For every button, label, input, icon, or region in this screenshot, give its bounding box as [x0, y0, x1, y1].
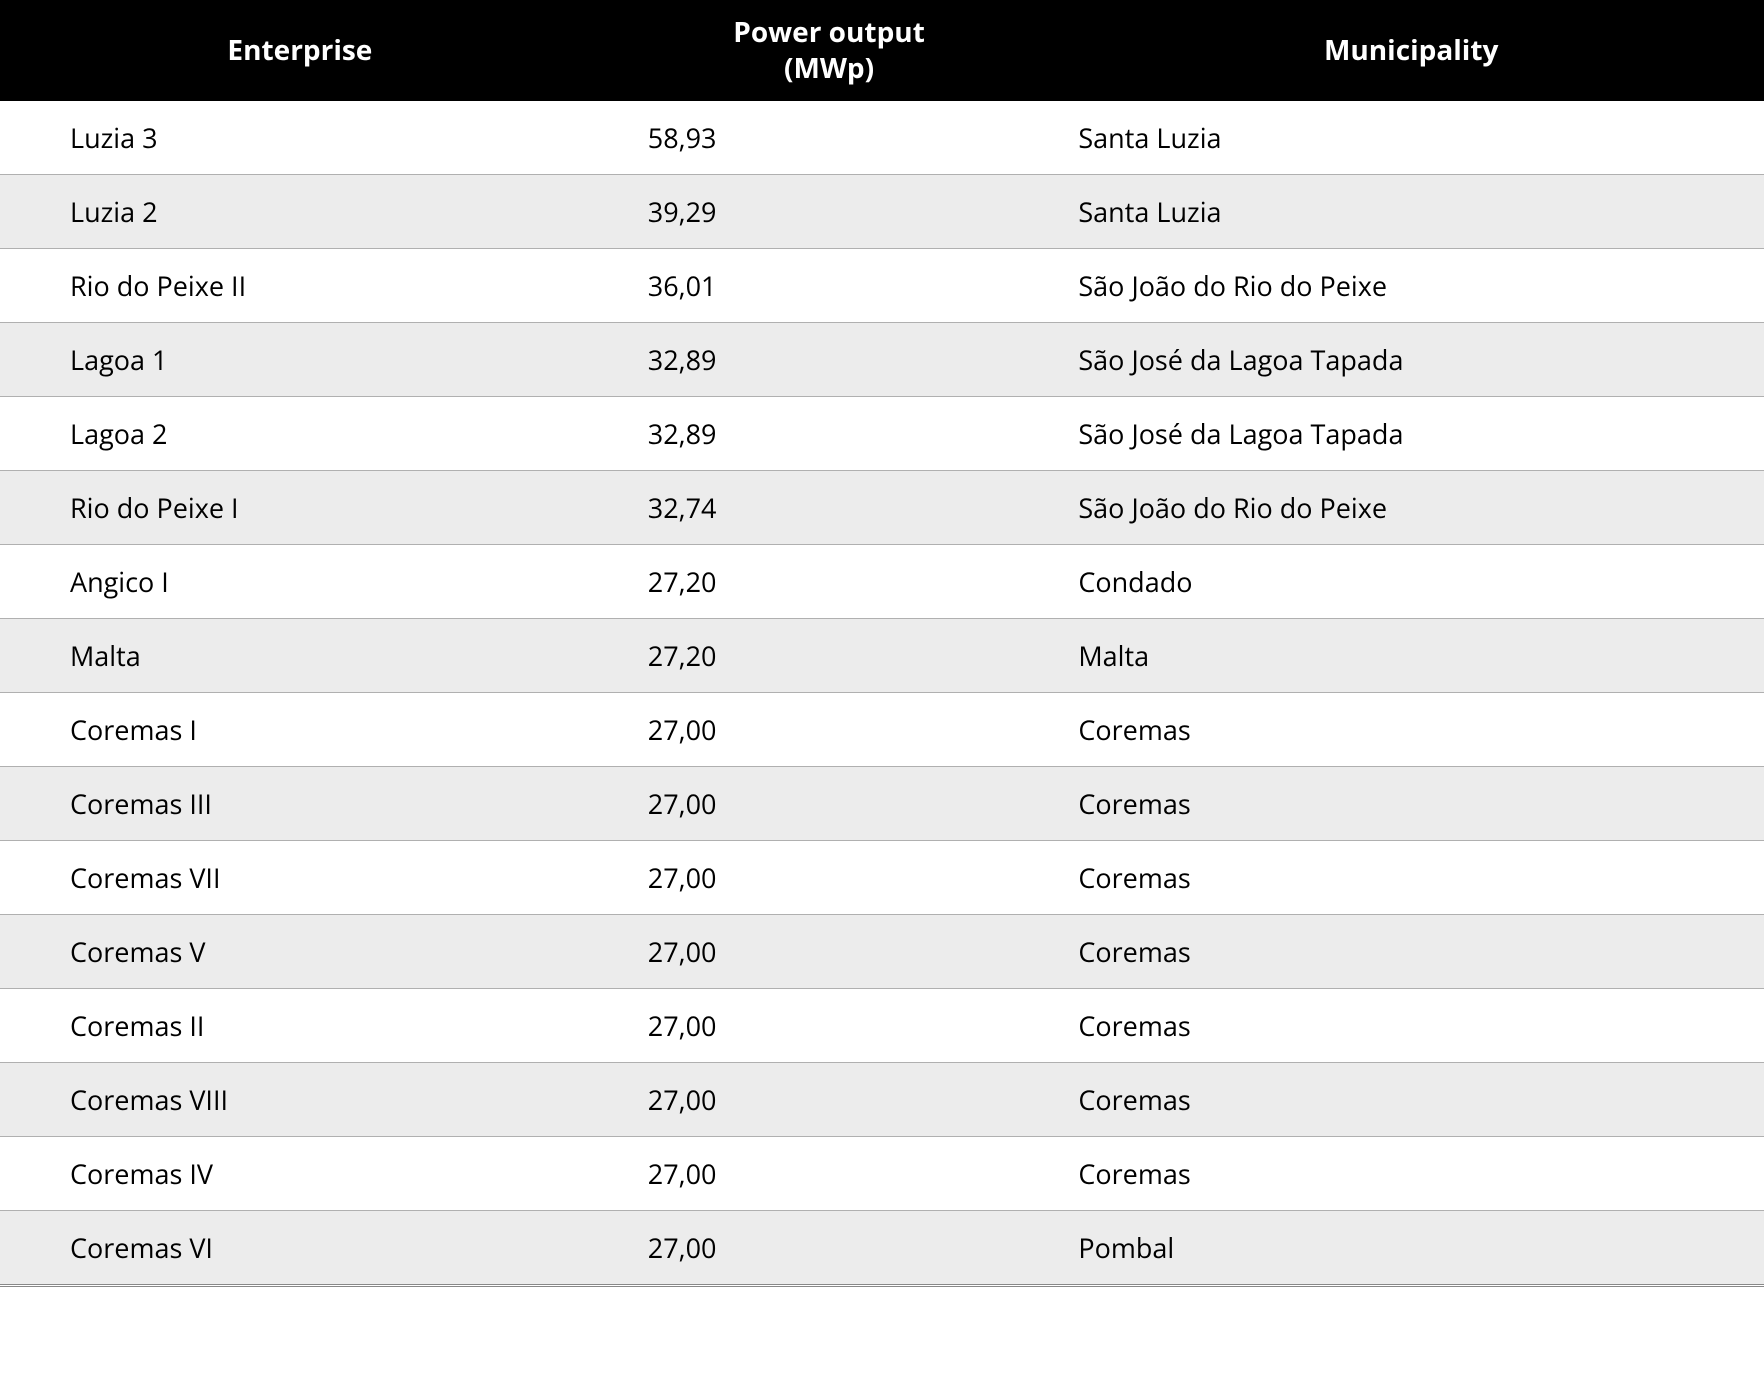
table-row: Coremas I 27,00 Coremas [0, 692, 1764, 766]
cell-enterprise: Luzia 3 [0, 101, 600, 175]
cell-municipality: Coremas [1058, 692, 1764, 766]
cell-power: 32,89 [600, 322, 1059, 396]
table-row: Coremas VIII 27,00 Coremas [0, 1062, 1764, 1136]
cell-power: 39,29 [600, 174, 1059, 248]
cell-power: 36,01 [600, 248, 1059, 322]
cell-municipality: São João do Rio do Peixe [1058, 470, 1764, 544]
cell-power: 27,00 [600, 1062, 1059, 1136]
cell-municipality: Coremas [1058, 914, 1764, 988]
table-row: Coremas III 27,00 Coremas [0, 766, 1764, 840]
cell-municipality: Coremas [1058, 988, 1764, 1062]
cell-power: 32,89 [600, 396, 1059, 470]
table-row: Malta 27,20 Malta [0, 618, 1764, 692]
col-header-power: Power output (MWp) [600, 0, 1059, 101]
cell-municipality: Coremas [1058, 1062, 1764, 1136]
table-body: Luzia 3 58,93 Santa Luzia Luzia 2 39,29 … [0, 101, 1764, 1286]
cell-enterprise: Lagoa 2 [0, 396, 600, 470]
cell-municipality: Santa Luzia [1058, 174, 1764, 248]
cell-enterprise: Coremas III [0, 766, 600, 840]
cell-power: 27,20 [600, 544, 1059, 618]
table-header: Enterprise Power output (MWp) Municipali… [0, 0, 1764, 101]
table-row: Coremas VII 27,00 Coremas [0, 840, 1764, 914]
table-row: Luzia 3 58,93 Santa Luzia [0, 101, 1764, 175]
cell-enterprise: Coremas IV [0, 1136, 600, 1210]
cell-power: 27,00 [600, 1210, 1059, 1285]
cell-municipality: Malta [1058, 618, 1764, 692]
cell-enterprise: Luzia 2 [0, 174, 600, 248]
table-row: Lagoa 1 32,89 São José da Lagoa Tapada [0, 322, 1764, 396]
cell-power: 27,20 [600, 618, 1059, 692]
cell-enterprise: Rio do Peixe I [0, 470, 600, 544]
cell-power: 27,00 [600, 840, 1059, 914]
cell-power: 32,74 [600, 470, 1059, 544]
table-row: Lagoa 2 32,89 São José da Lagoa Tapada [0, 396, 1764, 470]
power-plants-table: Enterprise Power output (MWp) Municipali… [0, 0, 1764, 1287]
cell-enterprise: Rio do Peixe II [0, 248, 600, 322]
cell-enterprise: Coremas V [0, 914, 600, 988]
cell-municipality: Condado [1058, 544, 1764, 618]
cell-enterprise: Coremas VII [0, 840, 600, 914]
power-plants-table-container: Enterprise Power output (MWp) Municipali… [0, 0, 1764, 1287]
cell-enterprise: Coremas II [0, 988, 600, 1062]
table-row: Coremas VI 27,00 Pombal [0, 1210, 1764, 1285]
cell-enterprise: Lagoa 1 [0, 322, 600, 396]
col-header-power-line2: (MWp) [784, 49, 874, 87]
table-row: Rio do Peixe II 36,01 São João do Rio do… [0, 248, 1764, 322]
col-header-power-line1: Power output [733, 13, 925, 51]
cell-enterprise: Coremas I [0, 692, 600, 766]
cell-municipality: São João do Rio do Peixe [1058, 248, 1764, 322]
cell-enterprise: Angico I [0, 544, 600, 618]
cell-enterprise: Coremas VI [0, 1210, 600, 1285]
table-row: Luzia 2 39,29 Santa Luzia [0, 174, 1764, 248]
cell-power: 27,00 [600, 1136, 1059, 1210]
cell-municipality: Coremas [1058, 840, 1764, 914]
table-header-row: Enterprise Power output (MWp) Municipali… [0, 0, 1764, 101]
cell-municipality: São José da Lagoa Tapada [1058, 322, 1764, 396]
cell-power: 27,00 [600, 914, 1059, 988]
table-row: Coremas V 27,00 Coremas [0, 914, 1764, 988]
cell-power: 58,93 [600, 101, 1059, 175]
table-row: Rio do Peixe I 32,74 São João do Rio do … [0, 470, 1764, 544]
cell-municipality: Pombal [1058, 1210, 1764, 1285]
cell-enterprise: Malta [0, 618, 600, 692]
cell-enterprise: Coremas VIII [0, 1062, 600, 1136]
cell-municipality: São José da Lagoa Tapada [1058, 396, 1764, 470]
cell-municipality: Santa Luzia [1058, 101, 1764, 175]
cell-power: 27,00 [600, 988, 1059, 1062]
table-row: Angico I 27,20 Condado [0, 544, 1764, 618]
cell-power: 27,00 [600, 766, 1059, 840]
cell-municipality: Coremas [1058, 1136, 1764, 1210]
col-header-municipality: Municipality [1058, 0, 1764, 101]
cell-power: 27,00 [600, 692, 1059, 766]
table-row: Coremas II 27,00 Coremas [0, 988, 1764, 1062]
col-header-enterprise: Enterprise [0, 0, 600, 101]
cell-municipality: Coremas [1058, 766, 1764, 840]
table-row: Coremas IV 27,00 Coremas [0, 1136, 1764, 1210]
